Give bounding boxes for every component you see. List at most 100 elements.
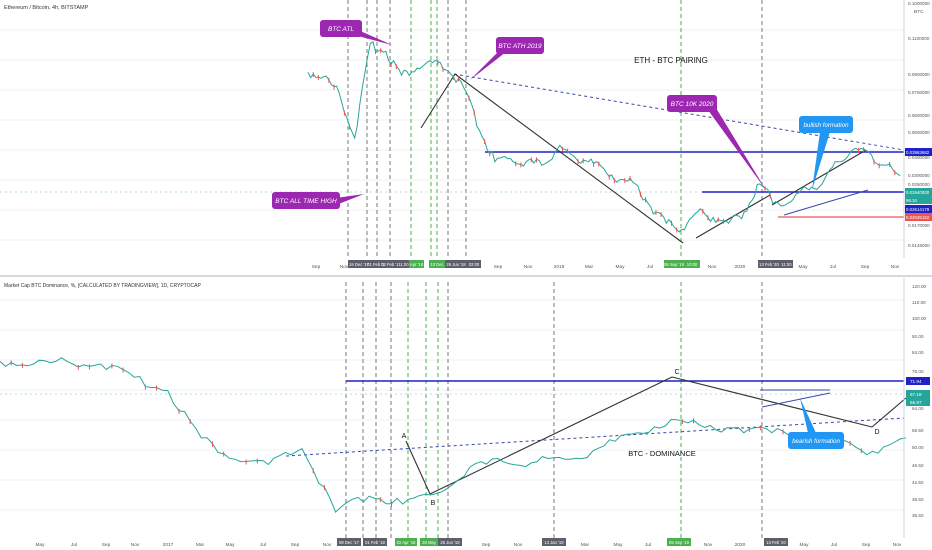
top-time-axis: Sep Nov Sep Nov 2019 Mar May Jul Nov 202… xyxy=(312,264,900,270)
top-price-label: 0.0500000 xyxy=(908,130,930,135)
top-price-tags: 0.03963682 0.02640000 96.34 0.02614179 0… xyxy=(905,148,932,221)
bottom-date-tag-2: 01 Feb '18 xyxy=(365,540,385,545)
callout-btc-ath-2019: BTC ATH 2019 xyxy=(470,37,544,80)
leg-c-d xyxy=(671,376,873,428)
bottom-time-label: Nov xyxy=(514,542,523,548)
top-time-label: May xyxy=(615,264,625,270)
callout-btc-10k-2020: BTC 10K 2020 xyxy=(667,95,766,190)
eth-btc-price-line-down xyxy=(312,48,896,233)
top-price-label: 0.0250000 xyxy=(908,182,930,187)
rising-line-2 xyxy=(771,149,867,206)
bottom-time-label: Nov xyxy=(704,542,713,548)
top-price-scale: 0.1000000 0.1100000 0.0900000 0.0750000 … xyxy=(908,1,930,248)
top-time-label: 2019 xyxy=(554,264,565,270)
top-time-label: Sep xyxy=(861,264,870,270)
top-time-label: May xyxy=(798,264,808,270)
price-tag-small-teal: 96.34 xyxy=(906,198,918,203)
bottom-date-tag-3: 02 Apr '18 xyxy=(397,540,416,545)
callout-bullish-formation-text: bullish formation xyxy=(803,122,849,129)
bearish-flag-bottom xyxy=(761,392,831,408)
bottom-panel: Market Cap BTC Dominance, %, [CALCULATED… xyxy=(0,278,930,548)
bottom-time-label: Sep xyxy=(291,542,300,548)
callout-bearish-formation: bearish formation xyxy=(788,398,844,449)
bottom-price-label: 35.50 xyxy=(912,513,924,518)
price-tag-green: 0.02640000 xyxy=(906,190,930,195)
bottom-time-label: Mar xyxy=(196,542,205,548)
top-chart-title: Ethereum / Bitcoin, 4h, BITSTAMP xyxy=(4,5,89,11)
price-tag-teal: 0.02614179 xyxy=(906,207,930,212)
bottom-price-label: 84.00 xyxy=(912,350,924,355)
top-date-tag-6: 10 Dec xyxy=(430,262,443,267)
top-time-label: Nov xyxy=(708,264,717,270)
bottom-time-label: Sep xyxy=(862,542,871,548)
bottom-time-label: Jul xyxy=(831,542,837,548)
bottom-time-label: May xyxy=(613,542,623,548)
bottom-date-tag-4: 28 May xyxy=(422,540,437,545)
top-time-label: Nov xyxy=(340,264,349,270)
bottom-price-label: 64.00 xyxy=(912,406,924,411)
top-panel: Ethereum / Bitcoin, 4h, BITSTAMP ETH - B… xyxy=(0,0,932,270)
bottom-price-tags: 71.94 67.18 66.87 xyxy=(906,377,930,406)
top-price-label: 0.0600000 xyxy=(908,113,930,118)
leg-a-b xyxy=(405,440,431,495)
dominance-tag-small-teal: 66.87 xyxy=(910,400,922,405)
bottom-time-label: Jul xyxy=(71,542,77,548)
top-price-label: 0.1000000 xyxy=(908,1,930,6)
down-channel-line xyxy=(454,73,684,244)
bottom-time-label: 2020 xyxy=(735,542,746,548)
bottom-price-label: 110.00 xyxy=(912,300,926,305)
bullish-wedge-lower xyxy=(783,189,869,216)
top-time-label: Jul xyxy=(830,264,836,270)
callout-btc-atl-text: BTC ATL xyxy=(328,26,354,33)
eth-btc-pairing-label: ETH - BTC PAIRING xyxy=(634,56,708,65)
bottom-time-label: Nov xyxy=(323,542,332,548)
top-date-tag-1: 19 Dec '17 xyxy=(349,262,370,267)
up-leg-line xyxy=(420,73,456,129)
bottom-price-label: 92.00 xyxy=(912,334,924,339)
bottom-time-axis: May Jul Sep Nov 2017 Mar May Jul Sep Nov… xyxy=(35,542,901,548)
bottom-price-label: 76.00 xyxy=(912,369,924,374)
callout-bearish-formation-text: bearish formation xyxy=(792,438,840,445)
top-time-label: Nov xyxy=(524,264,533,270)
leg-d-up xyxy=(871,397,907,428)
bottom-time-label: May xyxy=(799,542,809,548)
top-price-label: 0.0900000 xyxy=(908,72,930,77)
callout-btc-atl: BTC ATL xyxy=(320,20,392,45)
callout-btc-all-time-high: BTC ALL TIME HIGH xyxy=(272,192,364,209)
bottom-price-label: 56.50 xyxy=(912,428,924,433)
bottom-chart-title: Market Cap BTC Dominance, %, [CALCULATED… xyxy=(4,283,201,289)
bottom-price-label: 100.00 xyxy=(912,316,926,321)
bottom-time-label: May xyxy=(225,542,235,548)
leg-b-c xyxy=(429,376,673,495)
bottom-date-tag-8: 13 Feb '20 xyxy=(766,540,786,545)
bottom-date-tags: 08 Dec '17 01 Feb '18 02 Apr '18 28 May … xyxy=(337,538,788,546)
top-date-tag-7: 26 Jun '18 xyxy=(446,262,466,267)
currency-label: BTC xyxy=(914,9,924,15)
top-price-label: 0.0145000 xyxy=(908,243,930,248)
top-date-tag-5: Apr '18 xyxy=(410,262,424,267)
bottom-event-lines xyxy=(345,282,763,538)
top-time-label: Sep xyxy=(312,264,321,270)
bottom-date-tag-5: 26 Jun '18 xyxy=(440,540,460,545)
bottom-price-label: 38.50 xyxy=(912,497,924,502)
point-b-label: B xyxy=(431,500,436,507)
top-date-tag-9: 06 Sep '19 xyxy=(664,262,685,267)
price-tag-blue: 0.03963682 xyxy=(906,150,930,155)
top-date-tags: 19 Dec '17 01 Feb '18 02 Feb '18 11:00 A… xyxy=(348,260,793,268)
top-date-tag-3: 02 Feb '18 xyxy=(381,262,401,267)
top-price-label: 0.0400000 xyxy=(908,155,930,160)
bottom-time-label: Nov xyxy=(893,542,902,548)
btc-dominance-line xyxy=(0,357,907,513)
bottom-time-label: Sep xyxy=(482,542,491,548)
bottom-date-tag-6: 13 Jan '19 xyxy=(544,540,564,545)
top-date-tag-11: 13 Feb '20 xyxy=(759,262,779,267)
bottom-time-label: Sep xyxy=(102,542,111,548)
top-event-lines xyxy=(347,0,763,258)
bottom-time-label: Jul xyxy=(645,542,651,548)
callout-btc-ath-2019-text: BTC ATH 2019 xyxy=(498,43,542,50)
top-time-label: Nov xyxy=(891,264,900,270)
bottom-time-label: Mar xyxy=(581,542,590,548)
top-time-label: Jul xyxy=(647,264,653,270)
bottom-green-lines xyxy=(407,282,682,538)
